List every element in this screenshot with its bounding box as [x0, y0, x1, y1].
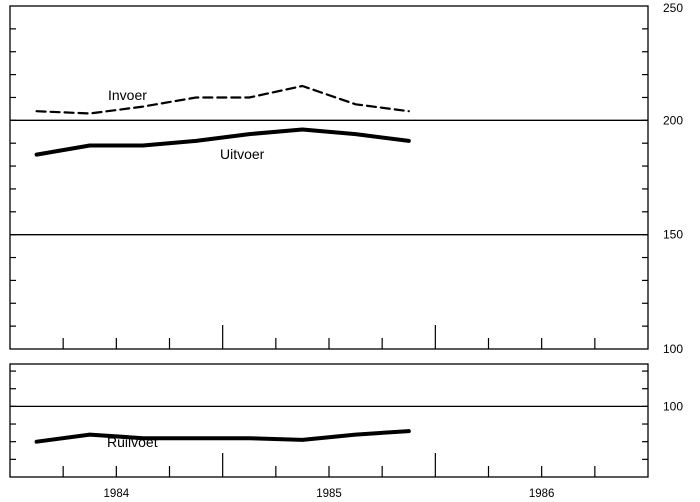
x-tick-label: 1986: [529, 488, 555, 500]
plot-frame: [9, 5, 649, 350]
y-tick-label: 150: [663, 228, 683, 242]
series-label-uitvoer: Uitvoer: [220, 146, 265, 162]
top-panel: 250 200 150 100 Invoer Uitvoer: [9, 1, 683, 356]
series-line-ruilvoet: [34, 429, 411, 444]
y-tick-label: 200: [663, 113, 683, 127]
plot-frame: [9, 363, 649, 478]
series-line-uitvoer: [34, 127, 411, 157]
y-tick-label: 100: [663, 342, 683, 356]
series-line-invoer: [35, 84, 410, 115]
series-label-invoer: Invoer: [108, 87, 147, 103]
x-tick-label: 1984: [104, 488, 130, 500]
x-tick-label: 1985: [316, 488, 342, 500]
y-tick-label: 100: [663, 399, 683, 413]
y-tick-label: 250: [663, 1, 683, 15]
series-label-ruilvoet: Ruilvoet: [107, 434, 158, 450]
bottom-panel: 100 1984 1985 1986 Ruilvoet: [9, 363, 683, 500]
